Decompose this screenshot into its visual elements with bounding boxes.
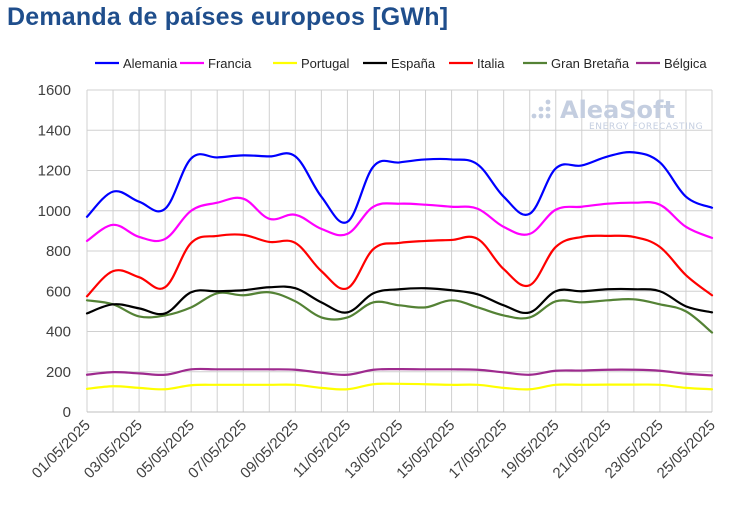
y-tick-label: 1000 [38, 203, 71, 220]
legend-item-francia: Francia [180, 56, 252, 71]
y-tick-label: 800 [46, 243, 71, 260]
logo-dots-icon [531, 99, 551, 119]
y-tick-label: 1400 [38, 122, 71, 139]
chart-title: Demanda de países europeos [GWh] [7, 3, 449, 31]
legend-item-belgica: Bélgica [636, 56, 707, 71]
series-line-italia [85, 233, 714, 298]
legend-label: Portugal [301, 56, 350, 71]
logo-dot [531, 113, 537, 119]
logo-dot [538, 113, 544, 119]
legend-label: Francia [208, 56, 252, 71]
legend-label: España [391, 56, 436, 71]
aleasoft-logo: AleaSoft ENERGY FORECASTING [531, 96, 703, 132]
legend-item-italia: Italia [449, 56, 505, 71]
series-line-francia [85, 196, 714, 243]
legend-item-alemania: Alemania [95, 56, 178, 71]
series-line-portugal [85, 382, 714, 391]
y-tick-label: 1600 [38, 82, 71, 99]
series-lines [85, 151, 714, 391]
y-tick-label: 200 [46, 364, 71, 381]
y-tick-label: 1200 [38, 163, 71, 180]
series-line-alemania [85, 151, 714, 224]
legend-label: Alemania [123, 56, 178, 71]
legend-item-gran-bretana: Gran Bretaña [523, 56, 630, 71]
logo-dot [545, 106, 551, 112]
logo-text: AleaSoft [560, 96, 675, 124]
series-line-espana [85, 285, 714, 316]
legend-item-portugal: Portugal [273, 56, 350, 71]
logo-dot [545, 99, 551, 105]
legend-label: Italia [477, 56, 505, 71]
legend: Alemania Francia Portugal España Italia Gran … [95, 56, 707, 71]
logo-dot [545, 113, 551, 119]
y-tick-label: 400 [46, 324, 71, 341]
series-line-gran-bretana [85, 290, 714, 334]
logo-dot [538, 106, 544, 112]
logo-tagline: ENERGY FORECASTING [589, 122, 703, 132]
y-axis-ticks: 0 200 400 600 800 1000 1200 1400 1600 [38, 82, 71, 421]
y-tick-label: 600 [46, 283, 71, 300]
y-tick-label: 0 [63, 404, 71, 421]
grid-lines [86, 89, 713, 413]
legend-label: Bélgica [664, 56, 707, 71]
series-line-belgica [85, 367, 714, 377]
x-axis-ticks: 01/05/202503/05/202505/05/202507/05/2025… [29, 417, 719, 482]
legend-label: Gran Bretaña [551, 56, 630, 71]
legend-item-espana: España [363, 56, 436, 71]
